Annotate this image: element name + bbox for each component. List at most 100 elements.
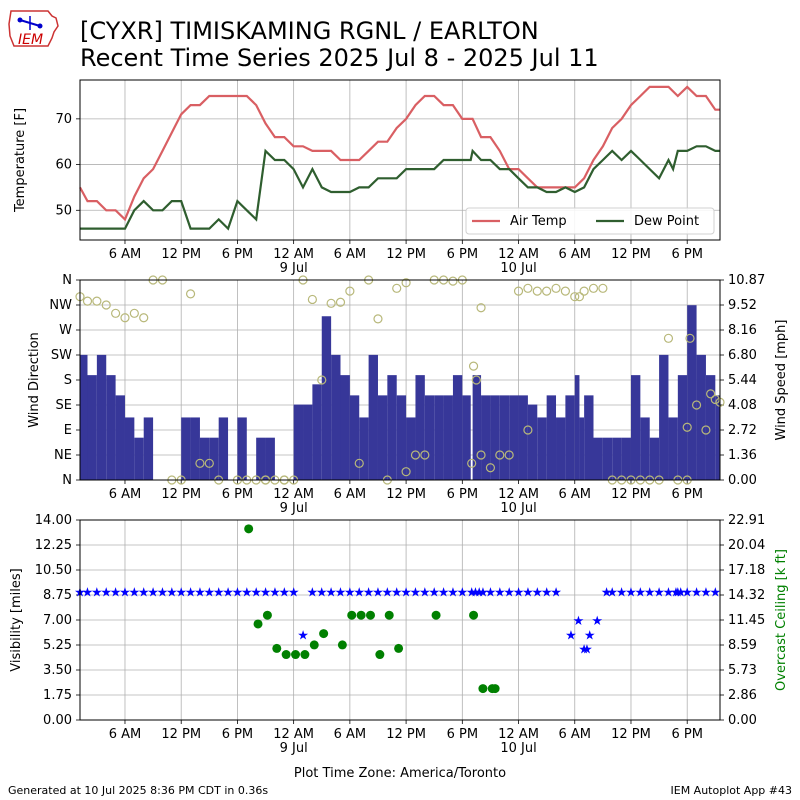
visibility-point: ★ [447, 585, 459, 600]
x-tick-label: 6 AM [334, 487, 367, 502]
wind-direction-point [354, 458, 364, 468]
x-tick-label: 12 PM [161, 247, 201, 262]
legend-label-air-temp: Air Temp [510, 214, 567, 229]
visibility-point: ★ [428, 585, 440, 600]
visibility-point: ★ [419, 585, 431, 600]
wind-speed-bar [106, 375, 116, 480]
wind-speed-bar [377, 395, 388, 480]
x-tick-label: 6 PM [671, 487, 702, 502]
wind-direction-point [195, 458, 205, 468]
wind-direction-point [448, 276, 458, 286]
wind-speed-tick-label: 1.36 [728, 448, 757, 463]
wind-speed-bar [687, 305, 697, 480]
wind-speed-bar [579, 417, 585, 480]
wind-direction-tick-label: W [59, 323, 72, 338]
ceiling-point [365, 610, 375, 620]
wind-direction-point [420, 450, 430, 460]
ceiling-point [356, 610, 366, 620]
wind-direction-tick-label: N [62, 273, 72, 288]
x-tick-label: 12 PM [386, 487, 426, 502]
visibility-point: ★ [513, 585, 525, 600]
visibility-point: ★ [353, 585, 365, 600]
wind-speed-tick-label: 2.72 [728, 423, 757, 438]
wind-direction-point [467, 458, 477, 468]
wind-direction-point [476, 303, 486, 313]
wind-speed-bar [368, 354, 378, 480]
ceiling-point [431, 610, 441, 620]
wind-direction-point [326, 298, 336, 308]
wind-speed-bar [434, 395, 444, 480]
visibility-point: ★ [269, 585, 281, 600]
panel-frame-2 [79, 519, 721, 721]
wind-direction-point [204, 458, 214, 468]
wind-speed-bar [574, 375, 580, 480]
visibility-point: ★ [477, 585, 489, 600]
ceiling-tick-label: 0.00 [728, 713, 757, 728]
wind-speed-bar [199, 437, 210, 480]
wind-speed-bar [265, 437, 275, 480]
visibility-tick-label: 10.50 [35, 563, 72, 578]
visibility-tick-label: 14.00 [35, 513, 72, 528]
x-tick-label: 6 PM [447, 247, 478, 262]
wind-speed-bar [640, 417, 650, 480]
wind-direction-point [392, 283, 402, 293]
x-tick-label: 12 PM [611, 247, 651, 262]
visibility-point: ★ [100, 585, 112, 600]
chart-subtitle: Recent Time Series 2025 Jul 8 - 2025 Jul… [80, 44, 599, 72]
visibility-point: ★ [297, 628, 309, 643]
wind-speed-bar [593, 437, 603, 480]
wind-speed-bar [321, 316, 332, 480]
ceiling-point [337, 640, 347, 650]
visibility-point: ★ [473, 585, 485, 600]
ceiling-point [394, 643, 404, 653]
visibility-point: ★ [494, 585, 506, 600]
visibility-point: ★ [335, 585, 347, 600]
x-tick-label: 6 PM [671, 247, 702, 262]
wind-speed-bar [415, 375, 425, 480]
wind-speed-bar [96, 354, 107, 480]
visibility-point: ★ [203, 585, 215, 600]
wind-speed-bar [556, 417, 566, 480]
wind-direction-point [579, 286, 589, 296]
footer-generated: Generated at 10 Jul 2025 8:36 PM CDT in … [8, 784, 269, 797]
wind-speed-bar [443, 395, 453, 480]
visibility-point: ★ [470, 585, 482, 600]
wind-speed-tick-label: 6.80 [728, 348, 757, 363]
wind-speed-bar [462, 395, 471, 480]
visibility-point: ★ [241, 585, 253, 600]
visibility-point: ★ [550, 585, 562, 600]
wind-speed-bar [406, 417, 416, 480]
wind-direction-point [129, 308, 139, 318]
visibility-point: ★ [119, 585, 131, 600]
x-tick-label: 12 AM [498, 247, 539, 262]
wind-speed-tick-label: 8.16 [728, 323, 757, 338]
wind-direction-point [574, 292, 585, 302]
wind-speed-bar [181, 417, 191, 480]
air-temp-line [79, 85, 720, 222]
x-tick-label: 12 PM [386, 247, 426, 262]
wind-speed-tick-label: 4.08 [728, 398, 757, 413]
visibility-point: ★ [541, 585, 553, 600]
dew-point-line [80, 145, 720, 231]
wind-speed-bar [359, 417, 369, 480]
wind-speed-bar [584, 395, 594, 480]
wind-direction-point [401, 467, 411, 477]
wind-direction-point [139, 313, 149, 323]
visibility-point: ★ [616, 585, 628, 600]
wind-direction-point [560, 286, 570, 296]
wind-direction-point [410, 450, 421, 460]
visibility-point: ★ [456, 585, 468, 600]
x-tick-label: 6 AM [109, 727, 142, 742]
logo-text: IEM [18, 32, 43, 48]
wind-speed-bar [396, 395, 407, 480]
ceiling-tick-label: 11.45 [728, 613, 765, 628]
ceiling-tick-label: 14.32 [728, 588, 765, 603]
x-tick-label: 6 AM [559, 727, 592, 742]
wind-speed-bar [312, 384, 322, 480]
ceiling-point [272, 643, 282, 653]
visibility-tick-label: 7.00 [43, 613, 72, 628]
x-tick-label: 6 AM [334, 247, 367, 262]
wind-speed-bar [87, 375, 97, 480]
visibility-point: ★ [325, 585, 337, 600]
visibility-point: ★ [138, 585, 150, 600]
